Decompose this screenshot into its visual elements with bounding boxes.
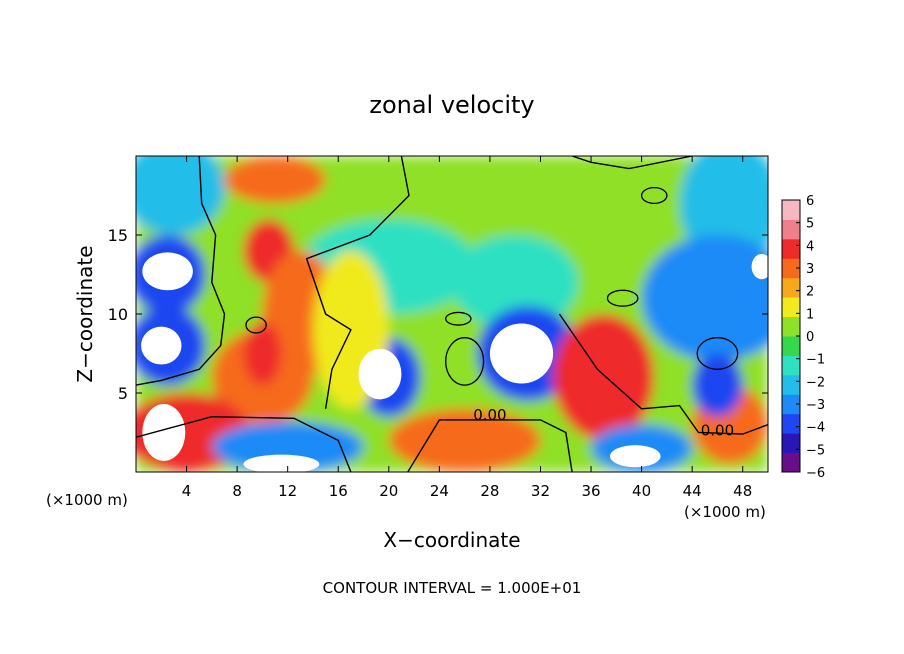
y-tick-label: 15 bbox=[108, 226, 128, 245]
colorbar-tick-label: 4 bbox=[806, 239, 814, 254]
white-core-6 bbox=[142, 404, 186, 461]
x-tick-label: 48 bbox=[733, 482, 752, 500]
white-core-3 bbox=[358, 348, 402, 400]
y-tick-label: 5 bbox=[118, 384, 128, 403]
x-unit-right: (×1000 m) bbox=[684, 503, 766, 521]
y-axis: 5 10 15 bbox=[108, 226, 768, 403]
colorbar-tick-label: 0 bbox=[806, 330, 814, 345]
x-tick-label: 40 bbox=[632, 482, 651, 500]
x-tick-label: 16 bbox=[329, 482, 348, 500]
zero-contours: 0.00 0.00 bbox=[136, 156, 768, 472]
colorbar-swatch bbox=[782, 258, 800, 279]
x-tick-label: 32 bbox=[531, 482, 550, 500]
zero-contour-4 bbox=[136, 415, 352, 472]
contour-label-2: 0.00 bbox=[701, 422, 734, 440]
colorbar-tick-label: 3 bbox=[806, 262, 814, 277]
white-core-2 bbox=[141, 326, 182, 365]
zero-contour-5 bbox=[407, 419, 573, 472]
white-core-8 bbox=[751, 253, 768, 280]
colorbar-swatch bbox=[782, 433, 800, 454]
colorbar-tick-label: −2 bbox=[806, 375, 825, 390]
colorbar-swatch bbox=[782, 355, 800, 376]
white-core-1 bbox=[142, 252, 193, 291]
colorbar-tick-label: −6 bbox=[806, 466, 825, 481]
x-tick-label: 28 bbox=[480, 482, 499, 500]
region-red-streak bbox=[243, 321, 282, 386]
zero-contour-1 bbox=[136, 156, 226, 386]
region-top-orange bbox=[224, 156, 326, 204]
zero-contour-6 bbox=[571, 156, 693, 170]
colorbar-swatch bbox=[782, 219, 800, 240]
region-right-small-blue bbox=[692, 353, 743, 417]
colorbar-tick-label: 2 bbox=[806, 285, 814, 300]
x-axis: 4 8 12 16 20 24 28 32 36 40 44 48 bbox=[182, 156, 752, 500]
colorbar-tick-label: −1 bbox=[806, 353, 825, 368]
colorbar-tick-label: 1 bbox=[806, 307, 814, 322]
y-axis-label: Z−coordinate bbox=[73, 245, 97, 382]
contour-loop-4 bbox=[696, 337, 739, 370]
field-blobs bbox=[136, 156, 768, 472]
x-tick-label: 24 bbox=[430, 482, 449, 500]
contour-loop-3 bbox=[606, 289, 639, 307]
colorbar-swatch bbox=[782, 452, 800, 473]
x-tick-label: 44 bbox=[683, 482, 702, 500]
contour-interval-note: CONTOUR INTERVAL = 1.000E+01 bbox=[323, 579, 582, 597]
x-tick-label: 12 bbox=[278, 482, 297, 500]
region-bottom-orange bbox=[388, 408, 541, 472]
colorbar-swatch bbox=[782, 394, 800, 415]
x-axis-label: X−coordinate bbox=[383, 528, 520, 552]
colorbar-swatch bbox=[782, 413, 800, 434]
colorbar-swatch bbox=[782, 238, 800, 259]
colorbar-swatch bbox=[782, 316, 800, 337]
x-tick-label: 36 bbox=[581, 482, 600, 500]
region-right-blue bbox=[641, 235, 768, 362]
y-tick-label: 10 bbox=[108, 305, 128, 324]
region-top-left-cyan bbox=[136, 156, 225, 235]
colorbar-swatch bbox=[782, 297, 800, 318]
contour-loop-1 bbox=[245, 316, 267, 334]
zero-contour-3 bbox=[558, 313, 768, 435]
velocity-field bbox=[136, 156, 768, 472]
zero-contour-2 bbox=[305, 156, 410, 409]
colorbar-tick-label: 6 bbox=[806, 194, 814, 209]
white-core-4 bbox=[489, 323, 554, 384]
x-tick-label: 4 bbox=[182, 482, 192, 500]
colorbar-swatch bbox=[782, 277, 800, 298]
region-red-diagonal-right bbox=[553, 314, 655, 441]
x-tick-label: 8 bbox=[232, 482, 242, 500]
region-central-blue-upper bbox=[452, 235, 579, 330]
colorbar-swatch bbox=[782, 374, 800, 395]
colorbar: 6 5 4 3 2 1 0 −1 −2 −3 −4 −5 −6 bbox=[781, 194, 825, 481]
colorbar-tick-label: −3 bbox=[806, 398, 825, 413]
x-tick-label: 20 bbox=[379, 482, 398, 500]
colorbar-swatch bbox=[782, 200, 800, 220]
x-unit-left: (×1000 m) bbox=[46, 491, 128, 509]
contour-label-1: 0.00 bbox=[473, 406, 506, 424]
chart-title: zonal velocity bbox=[369, 91, 534, 119]
contour-loop-5 bbox=[640, 186, 668, 205]
contour-loop-2 bbox=[445, 337, 485, 386]
colorbar-tick-label: 5 bbox=[806, 217, 814, 232]
colorbar-tick-label: −4 bbox=[806, 421, 825, 436]
white-core-7 bbox=[610, 445, 661, 468]
contour-loop-6 bbox=[445, 311, 472, 326]
colorbar-swatch bbox=[782, 336, 800, 356]
white-core-5 bbox=[243, 454, 320, 472]
colorbar-tick-label: −5 bbox=[806, 443, 825, 458]
